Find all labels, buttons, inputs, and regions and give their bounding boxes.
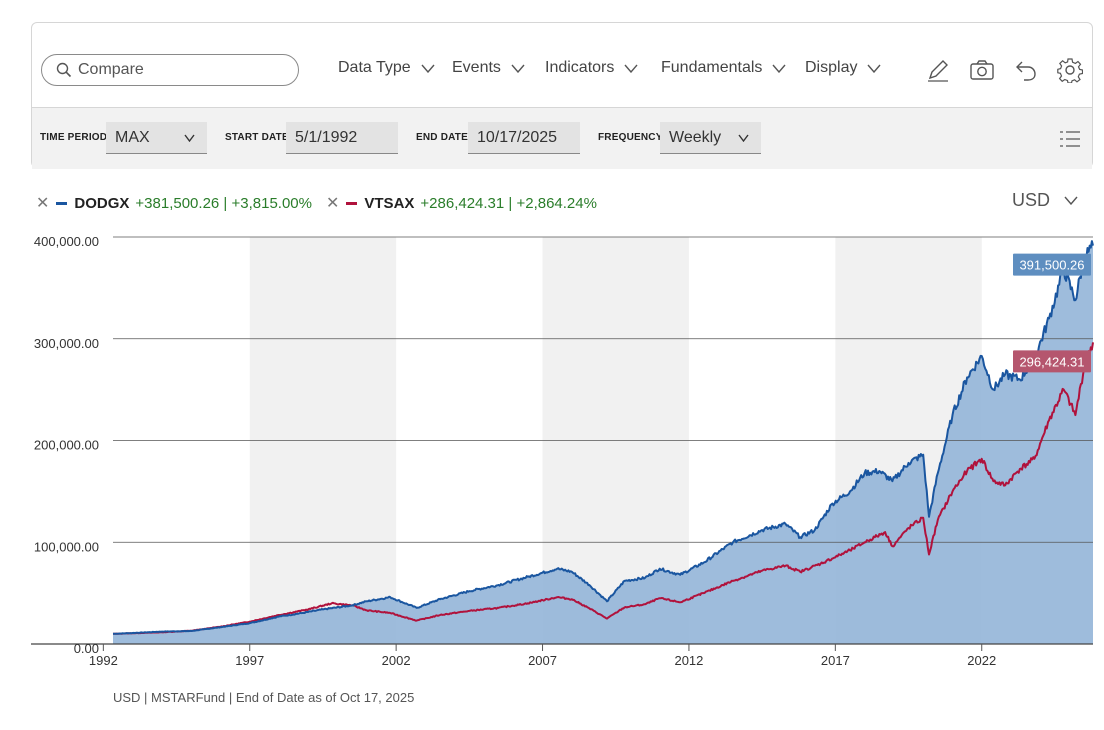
data-type-menu[interactable]: Data Type xyxy=(338,59,435,77)
y-tick-label: 300,000.00 xyxy=(34,336,99,351)
settings-bar: TIME PERIOD MAX START DATE 5/1/1992 END … xyxy=(32,107,1092,169)
x-tick-label: 2007 xyxy=(528,653,557,668)
frequency-label: FREQUENCY xyxy=(598,132,663,143)
chevron-down-icon xyxy=(738,134,749,142)
chevron-down-icon xyxy=(772,64,786,73)
display-menu[interactable]: Display xyxy=(805,59,882,77)
dodgx-end-value-label: 391,500.26 xyxy=(1019,258,1084,273)
time-period-select[interactable]: MAX xyxy=(106,122,207,154)
y-tick-label: 200,000.00 xyxy=(34,438,99,453)
chart-control-panel: Data Type Events Indicators Fundamentals… xyxy=(31,22,1093,169)
list-view-icon[interactable] xyxy=(1060,130,1080,148)
search-icon xyxy=(56,62,72,78)
dodgx-legend-name: DODGX xyxy=(74,194,130,212)
end-date-value: 10/17/2025 xyxy=(477,129,558,146)
chart-toolbar: Data Type Events Indicators Fundamentals… xyxy=(32,23,1092,107)
vtsax-swatch xyxy=(346,201,358,205)
dodgx-end-tag-bg xyxy=(1013,253,1091,276)
time-period-value: MAX xyxy=(115,129,150,146)
chevron-down-icon xyxy=(1064,196,1078,205)
camera-icon[interactable] xyxy=(969,57,995,83)
time-period-label: TIME PERIOD xyxy=(40,132,108,143)
fundamentals-label: Fundamentals xyxy=(661,59,763,76)
x-tick-label: 2017 xyxy=(821,653,850,668)
dodgx-area-fill xyxy=(113,241,1093,644)
x-tick-label: 1992 xyxy=(89,653,118,668)
y-tick-label: 0.00 xyxy=(74,641,99,656)
chevron-down-icon xyxy=(624,64,638,73)
vtsax-legend-name: VTSAX xyxy=(364,194,415,212)
chart-footnote: USD | MSTARFund | End of Date as of Oct … xyxy=(113,690,415,705)
currency-value: USD xyxy=(1011,190,1050,210)
dodgx-line xyxy=(113,240,1094,635)
remove-vtsax-icon[interactable]: ✕ xyxy=(325,195,340,212)
indicators-label: Indicators xyxy=(545,59,615,76)
x-tick-label: 2022 xyxy=(967,653,996,668)
undo-icon[interactable] xyxy=(1013,57,1039,83)
y-tick-label: 400,000.00 xyxy=(34,234,99,249)
chevron-down-icon xyxy=(184,134,195,142)
y-tick-label: 100,000.00 xyxy=(34,539,99,554)
frequency-select[interactable]: Weekly xyxy=(660,122,761,154)
chevron-down-icon xyxy=(867,64,882,73)
vtsax-legend-change: +286,424.31 | +2,864.24% xyxy=(420,194,597,212)
start-date-label: START DATE xyxy=(225,132,289,143)
vtsax-end-value-label: 296,424.31 xyxy=(1019,354,1084,369)
vtsax-line xyxy=(112,342,1094,635)
currency-select[interactable]: USD xyxy=(1012,190,1078,211)
dodgx-legend-change: +381,500.26 | +3,815.00% xyxy=(135,194,312,212)
dodgx-swatch xyxy=(56,201,68,205)
start-date-value: 5/1/1992 xyxy=(295,129,358,146)
data-type-label: Data Type xyxy=(338,59,411,76)
frequency-value: Weekly xyxy=(669,129,722,146)
compare-input[interactable] xyxy=(78,61,278,79)
events-menu[interactable]: Events xyxy=(452,59,525,77)
chevron-down-icon xyxy=(421,64,435,73)
fundamentals-menu[interactable]: Fundamentals xyxy=(661,59,786,77)
compare-search[interactable] xyxy=(41,54,299,86)
indicators-menu[interactable]: Indicators xyxy=(545,59,638,77)
events-label: Events xyxy=(452,59,501,76)
x-tick-label: 1997 xyxy=(235,653,264,668)
x-tick-label: 2012 xyxy=(674,653,703,668)
performance-chart[interactable]: 0.00 100,000.00 200,000.00 300,000.00 400,00… xyxy=(0,228,1104,678)
end-date-field[interactable]: 10/17/2025 xyxy=(468,122,580,154)
chart-legend: ✕ DODGX +381,500.26 | +3,815.00% ✕ VTSAX… xyxy=(36,192,611,214)
chevron-down-icon xyxy=(511,64,525,73)
gear-icon[interactable] xyxy=(1057,57,1083,83)
end-date-label: END DATE xyxy=(416,132,468,143)
vtsax-end-tag-bg xyxy=(1013,350,1091,373)
x-tick-label: 2002 xyxy=(382,653,411,668)
display-label: Display xyxy=(805,59,858,76)
remove-dodgx-icon[interactable]: ✕ xyxy=(36,195,50,212)
pencil-icon[interactable] xyxy=(925,57,951,83)
start-date-field[interactable]: 5/1/1992 xyxy=(286,122,398,154)
